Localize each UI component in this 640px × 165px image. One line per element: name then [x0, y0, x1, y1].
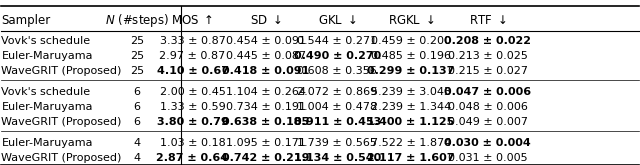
Text: 1.400 ± 1.125: 1.400 ± 1.125: [367, 117, 455, 127]
Text: 25: 25: [130, 66, 144, 76]
Text: 3.80 ± 0.79: 3.80 ± 0.79: [157, 117, 228, 127]
Text: 2.117 ± 1.607: 2.117 ± 1.607: [367, 153, 455, 163]
Text: 1.004 ± 0.478: 1.004 ± 0.478: [297, 102, 377, 112]
Text: 6: 6: [134, 117, 141, 127]
Text: 4: 4: [134, 153, 141, 163]
Text: 1.739 ± 0.565: 1.739 ± 0.565: [297, 138, 377, 148]
Text: 5.239 ± 3.043: 5.239 ± 3.043: [371, 87, 451, 97]
Text: 0.638 ± 0.185: 0.638 ± 0.185: [222, 117, 309, 127]
Text: 0.047 ± 0.006: 0.047 ± 0.006: [444, 87, 531, 97]
Text: 0.445 ± 0.087: 0.445 ± 0.087: [226, 51, 306, 61]
Text: 0.213 ± 0.025: 0.213 ± 0.025: [447, 51, 527, 61]
Text: 0.049 ± 0.007: 0.049 ± 0.007: [447, 117, 527, 127]
Text: 0.742 ± 0.219: 0.742 ± 0.219: [222, 153, 310, 163]
Text: 0.031 ± 0.005: 0.031 ± 0.005: [448, 153, 527, 163]
Text: 4.10 ± 0.67: 4.10 ± 0.67: [157, 66, 228, 76]
Text: 0.215 ± 0.027: 0.215 ± 0.027: [447, 66, 527, 76]
Text: 0.030 ± 0.004: 0.030 ± 0.004: [444, 138, 531, 148]
Text: 0.544 ± 0.271: 0.544 ± 0.271: [297, 36, 377, 46]
Text: 0.490 ± 0.270: 0.490 ± 0.270: [294, 51, 381, 61]
Text: 0.208 ± 0.022: 0.208 ± 0.022: [444, 36, 531, 46]
Text: 0.485 ± 0.196: 0.485 ± 0.196: [371, 51, 451, 61]
Text: GKL $\downarrow$: GKL $\downarrow$: [318, 14, 356, 27]
Text: 0.734 ± 0.191: 0.734 ± 0.191: [226, 102, 306, 112]
Text: 4: 4: [134, 138, 141, 148]
Text: RTF $\downarrow$: RTF $\downarrow$: [469, 14, 506, 27]
Text: 0.459 ± 0.200: 0.459 ± 0.200: [371, 36, 451, 46]
Text: Vovk's schedule: Vovk's schedule: [1, 87, 90, 97]
Text: 7.522 ± 1.874: 7.522 ± 1.874: [371, 138, 451, 148]
Text: 2.97 ± 0.87: 2.97 ± 0.87: [159, 51, 226, 61]
Text: 1.134 ± 0.540: 1.134 ± 0.540: [294, 153, 381, 163]
Text: 25: 25: [130, 36, 144, 46]
Text: Sampler: Sampler: [1, 14, 51, 27]
Text: 1.104 ± 0.264: 1.104 ± 0.264: [226, 87, 306, 97]
Text: 0.911 ± 0.453: 0.911 ± 0.453: [294, 117, 381, 127]
Text: 1.03 ± 0.18: 1.03 ± 0.18: [160, 138, 225, 148]
Text: 6: 6: [134, 87, 141, 97]
Text: 3.33 ± 0.87: 3.33 ± 0.87: [159, 36, 225, 46]
Text: RGKL $\downarrow$: RGKL $\downarrow$: [388, 14, 435, 27]
Text: 6: 6: [134, 102, 141, 112]
Text: 0.608 ± 0.356: 0.608 ± 0.356: [298, 66, 377, 76]
Text: Euler-Maruyama: Euler-Maruyama: [1, 102, 93, 112]
Text: 1.095 ± 0.171: 1.095 ± 0.171: [226, 138, 306, 148]
Text: SD $\downarrow$: SD $\downarrow$: [250, 14, 282, 27]
Text: 0.418 ± 0.091: 0.418 ± 0.091: [222, 66, 310, 76]
Text: 2.00 ± 0.45: 2.00 ± 0.45: [159, 87, 225, 97]
Text: 0.048 ± 0.006: 0.048 ± 0.006: [447, 102, 527, 112]
Text: 25: 25: [130, 51, 144, 61]
Text: Euler-Maruyama: Euler-Maruyama: [1, 51, 93, 61]
Text: WaveGRIT (Proposed): WaveGRIT (Proposed): [1, 153, 122, 163]
Text: Vovk's schedule: Vovk's schedule: [1, 36, 90, 46]
Text: 2.87 ± 0.64: 2.87 ± 0.64: [157, 153, 228, 163]
Text: 2.072 ± 0.869: 2.072 ± 0.869: [297, 87, 378, 97]
Text: WaveGRIT (Proposed): WaveGRIT (Proposed): [1, 66, 122, 76]
Text: WaveGRIT (Proposed): WaveGRIT (Proposed): [1, 117, 122, 127]
Text: MOS $\uparrow$: MOS $\uparrow$: [172, 14, 214, 27]
Text: 0.454 ± 0.091: 0.454 ± 0.091: [226, 36, 306, 46]
Text: 0.299 ± 0.137: 0.299 ± 0.137: [367, 66, 455, 76]
Text: $N$ (#steps): $N$ (#steps): [105, 12, 169, 29]
Text: 2.239 ± 1.344: 2.239 ± 1.344: [371, 102, 451, 112]
Text: 1.33 ± 0.59: 1.33 ± 0.59: [160, 102, 225, 112]
Text: Euler-Maruyama: Euler-Maruyama: [1, 138, 93, 148]
